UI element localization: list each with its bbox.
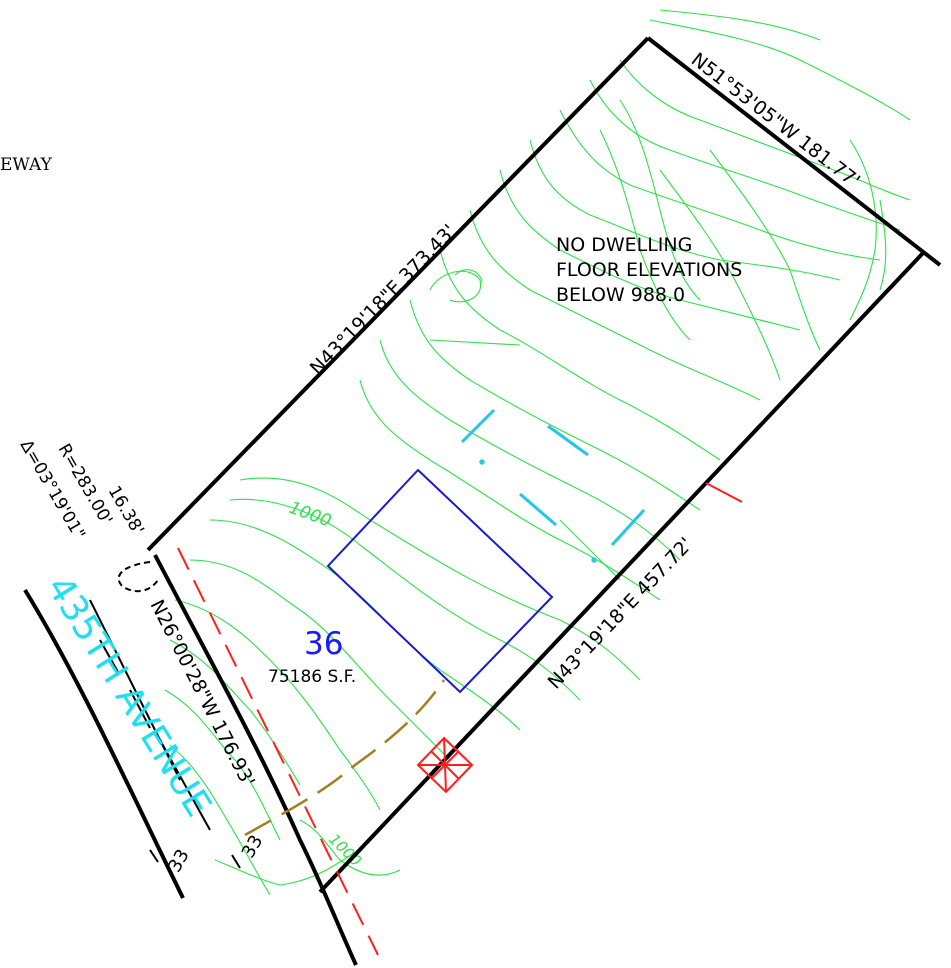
frontage-boundary <box>153 554 358 966</box>
elevation-note-line-3: BELOW 988.0 <box>556 284 685 306</box>
bearing-northeast-line: N51°53'05"W 181.77' <box>687 49 864 193</box>
boundary-northeast <box>646 36 942 267</box>
boundary-southeast <box>318 251 925 894</box>
setback-line <box>177 547 379 956</box>
boundary-northwest <box>146 36 650 552</box>
lot-boundary <box>146 36 942 894</box>
elevation-note-line-2: FLOOR ELEVATIONS <box>556 259 742 281</box>
elevation-note-line-1: NO DWELLING <box>556 234 692 256</box>
row-width-right: 33 <box>238 832 268 862</box>
building-pad <box>326 468 554 694</box>
lot-area: 75186 S.F. <box>268 667 356 687</box>
bearing-southeast-line: N43°19'18"E 457.72' <box>544 533 698 693</box>
row-line-west <box>23 588 185 899</box>
setback-tick <box>705 482 743 503</box>
street-right-of-way <box>23 554 358 966</box>
curve-arc <box>117 561 159 593</box>
topographic-contours <box>164 9 911 896</box>
driveway-label-fragment: EWAY <box>0 155 53 175</box>
contour-label-1000: 1000 <box>286 498 333 532</box>
lot-number: 36 <box>304 626 343 662</box>
box-with-x-icon <box>416 736 474 794</box>
bearing-northwest-line: N43°19'18"E 373.43' <box>306 220 461 379</box>
driveway-line <box>244 679 446 837</box>
drainage-marks <box>460 408 646 563</box>
